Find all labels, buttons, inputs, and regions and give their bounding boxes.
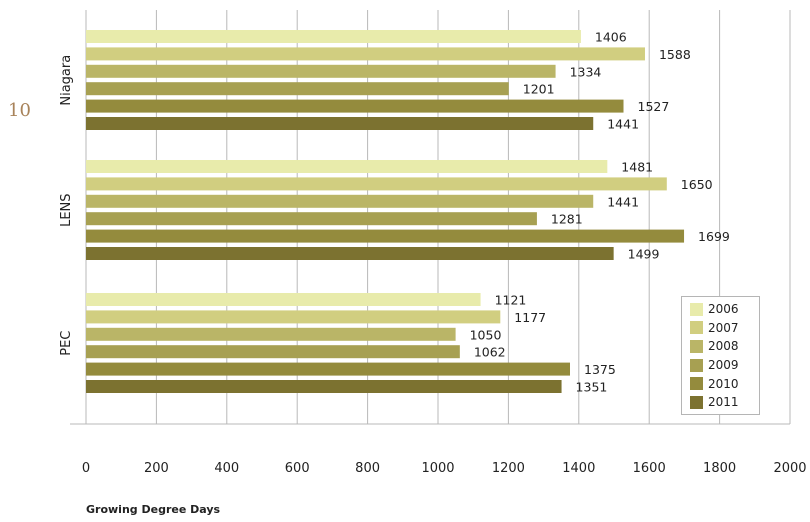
x-tick-label: 800	[355, 461, 380, 476]
bar-niagara-2007	[86, 47, 645, 61]
value-label: 1499	[628, 247, 660, 262]
bar-niagara-2009	[86, 82, 509, 96]
x-tick-label: 1000	[421, 461, 454, 476]
value-label: 1588	[659, 47, 691, 62]
x-tick-label: 1200	[492, 461, 525, 476]
value-label: 1062	[474, 345, 506, 360]
x-tick-label: 0	[82, 461, 90, 476]
value-label: 1281	[551, 212, 583, 227]
bar-pec-2006	[86, 293, 481, 306]
bar-pec-2008	[86, 327, 456, 341]
legend-label: 2008	[708, 339, 739, 354]
bar-lens-2011	[86, 247, 614, 260]
value-label: 1375	[584, 362, 616, 377]
legend-swatch	[690, 302, 703, 316]
value-label: 1050	[470, 327, 502, 342]
value-label: 1699	[698, 229, 730, 244]
x-tick-label: 1400	[562, 461, 595, 476]
legend-label: 2007	[708, 320, 739, 335]
value-label: 1121	[495, 293, 527, 308]
value-label: 1650	[681, 177, 713, 192]
x-tick-labels: 0 200 400 600 800 1000 1200 1400 1600 1800 2000	[82, 461, 807, 476]
legend-label: 2011	[708, 395, 739, 410]
legend-label: 2010	[708, 376, 739, 391]
bar-lens-2009	[86, 212, 537, 226]
bar-pec-2007	[86, 310, 501, 324]
value-label: 1334	[570, 64, 602, 79]
legend-item-2007: 2007	[690, 319, 759, 338]
bar-lens-2006	[86, 160, 608, 173]
legend-swatch	[690, 395, 703, 409]
legend-item-2008: 2008	[690, 337, 759, 356]
legend-label: 2006	[708, 302, 739, 317]
value-label: 1177	[514, 310, 546, 325]
legend-item-2006: 2006	[690, 300, 759, 319]
bar-pec-2009	[86, 345, 460, 359]
bar-niagara-2006	[86, 30, 581, 43]
category-label-niagara: Niagara	[59, 55, 74, 106]
bar-pec-2010	[86, 362, 570, 376]
bars	[86, 30, 685, 393]
legend-swatch	[690, 339, 703, 353]
value-label: 1351	[576, 380, 608, 395]
bar-niagara-2010	[86, 99, 624, 113]
page-number: 10	[8, 100, 31, 121]
category-label-pec: PEC	[59, 331, 74, 356]
value-label: 1481	[621, 160, 653, 175]
legend-item-2011: 2011	[690, 393, 759, 412]
bar-lens-2008	[86, 194, 594, 208]
bar-niagara-2008	[86, 64, 556, 78]
value-label: 1201	[523, 82, 555, 97]
x-tick-label: 600	[285, 461, 310, 476]
value-labels: 1406 1588 1334 1201 1527 1441 1481 1650 1441 1281…	[470, 30, 730, 395]
bar-pec-2011	[86, 380, 562, 393]
x-tick-label: 1800	[703, 461, 736, 476]
legend-swatch	[690, 358, 703, 372]
category-label-lens: LENS	[59, 193, 74, 226]
bar-lens-2010	[86, 229, 685, 243]
x-tick-label: 2000	[773, 461, 806, 476]
legend-item-2010: 2010	[690, 374, 759, 393]
legend-swatch	[690, 321, 703, 335]
category-labels: Niagara LENS PEC	[59, 55, 74, 356]
bar-niagara-2011	[86, 117, 594, 130]
legend: 2006 2007 2008 2009 2010 2011	[681, 296, 760, 415]
legend-item-2009: 2009	[690, 356, 759, 375]
x-tick-label: 400	[214, 461, 239, 476]
x-tick-label: 1600	[633, 461, 666, 476]
value-label: 1441	[607, 194, 639, 209]
legend-label: 2009	[708, 358, 739, 373]
legend-swatch	[690, 377, 703, 391]
bar-lens-2007	[86, 177, 667, 191]
x-tick-label: 200	[144, 461, 169, 476]
value-label: 1527	[638, 99, 670, 114]
value-label: 1406	[595, 30, 627, 45]
x-axis-label: Growing Degree Days	[86, 503, 221, 516]
value-label: 1441	[607, 117, 639, 132]
